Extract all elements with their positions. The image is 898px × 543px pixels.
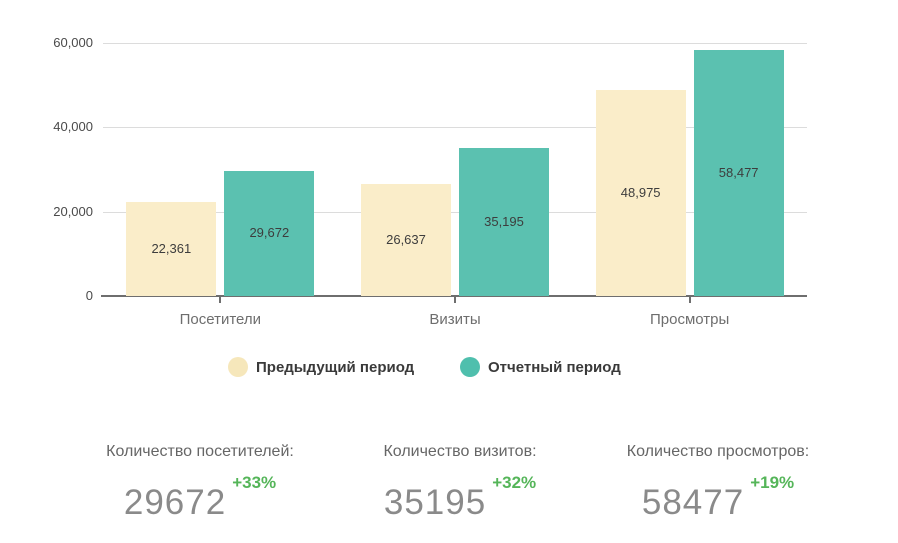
stat-column-3: Количество просмотров: 58477 +19% <box>568 442 868 522</box>
stat-delta-badge: +19% <box>750 473 795 492</box>
stat-value: 29672 <box>123 483 227 522</box>
x-axis-line <box>101 295 807 297</box>
bar-value-label: 58,477 <box>718 164 759 180</box>
bar-value-label: 22,361 <box>151 240 192 256</box>
bar-value-label: 48,975 <box>620 184 661 200</box>
bar-value-label: 29,672 <box>249 225 290 241</box>
category-label-3: Просмотры <box>650 311 730 328</box>
stat-delta-badge: +32% <box>492 473 537 492</box>
bar-previous-3 <box>595 89 686 296</box>
stat-value-row: 29672 +33% <box>50 474 350 522</box>
x-axis-tick <box>688 297 691 303</box>
legend-item-previous[interactable]: Предыдущий период <box>228 356 414 378</box>
bar-value-label: 35,195 <box>484 213 524 229</box>
bar-value-label: 26,637 <box>386 231 426 247</box>
stat-value: 58477 <box>641 483 745 522</box>
x-axis-tick <box>219 297 222 303</box>
legend-item-label: Предыдущий период <box>256 358 415 376</box>
bar-chart: 0 20,000 40,000 60,000 22,361 29,672 Посетител… <box>53 35 807 328</box>
category-label-2: Визиты <box>429 311 481 328</box>
bar-previous-2 <box>361 183 451 296</box>
stat-value-row: 58477 +19% <box>568 474 868 522</box>
stat-label: Количество просмотров: <box>626 443 810 460</box>
stat-label: Количество посетителей: <box>106 443 294 460</box>
stat-value-row: 35195 +32% <box>310 474 610 522</box>
stat-value: 35195 <box>383 483 487 522</box>
y-axis-tick-label: 20,000 <box>53 203 93 219</box>
legend-swatch-icon <box>460 357 480 377</box>
legend-item-current[interactable]: Отчетный период <box>460 356 621 378</box>
bar-current-3 <box>693 49 784 296</box>
y-axis-tick-label: 0 <box>85 288 93 303</box>
stat-delta-badge: +33% <box>232 473 277 492</box>
gridline-60000 <box>103 43 807 45</box>
stat-column-2: Количество визитов: 35195 +32% <box>310 442 610 522</box>
stat-label: Количество визитов: <box>383 443 537 460</box>
legend-swatch-icon <box>228 357 248 377</box>
gridline-20000 <box>103 211 807 213</box>
bar-previous-1 <box>126 201 217 296</box>
y-axis-tick-label: 40,000 <box>53 119 93 135</box>
legend-item-label: Отчетный период <box>488 358 621 376</box>
y-axis-tick-label: 60,000 <box>53 35 93 51</box>
bar-current-2 <box>459 147 549 296</box>
stat-column-1: Количество посетителей: 29672 +33% <box>50 442 350 522</box>
bar-current-1 <box>224 170 315 296</box>
category-label-1: Посетители <box>179 311 262 328</box>
gridline-40000 <box>103 127 807 129</box>
x-axis-tick <box>454 297 456 303</box>
